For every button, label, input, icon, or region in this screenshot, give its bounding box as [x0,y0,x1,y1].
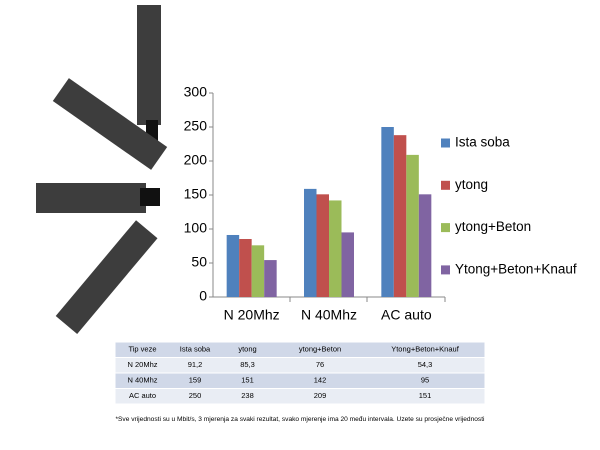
footnote: *Sve vrijednosti su u Mbit/s, 3 mjerenja… [115,416,485,423]
table-header-cell: Ista soba [180,345,211,354]
dongle [55,220,158,334]
bar [251,245,265,297]
x-tick-label: N 40Mhz [301,307,357,323]
bar [316,194,329,297]
table-cell: 95 [421,376,429,385]
table-row [114,388,486,405]
table-cell: 142 [314,376,327,385]
table-header-cell: ytong [238,345,256,354]
y-tick-label: 300 [184,84,208,100]
legend-label: ytong+Beton [455,219,531,234]
legend-label: Ytong+Beton+Knauf [455,261,577,276]
bar [239,238,252,297]
bar [393,135,407,297]
legend-swatch [441,265,450,275]
y-tick-label: 200 [184,152,208,168]
x-tick-label: AC auto [381,307,432,323]
table-cell: 159 [189,376,202,385]
y-tick-label: 0 [199,288,207,304]
table-cell: 54,3 [418,360,433,369]
dongle [36,183,146,213]
legend-label: Ista soba [455,135,510,150]
table-cell: N 20Mhz [127,360,157,369]
legend-swatch [441,138,450,148]
table-cell: AC auto [129,391,156,400]
legend-swatch [441,223,450,233]
table-cell: 238 [241,391,254,400]
photo-dongles [36,5,168,334]
y-tick-label: 50 [191,254,207,270]
legend-label: ytong [455,177,488,192]
table-cell: 151 [419,391,432,400]
x-tick-label: N 20Mhz [224,307,280,323]
table-cell: 91,2 [188,360,203,369]
table-cell: 250 [189,391,202,400]
bar [381,127,394,297]
table-header-cell: Ytong+Beton+Knauf [391,345,459,354]
bar [329,200,342,297]
table-cell: N 40Mhz [127,376,157,385]
table-header-cell: ytong+Beton [299,345,341,354]
bar [418,194,432,297]
dongle [137,5,161,125]
bar [304,188,317,297]
dongle [52,78,168,170]
table-header-cell: Tip veze [128,345,156,354]
legend-swatch [441,180,450,190]
y-tick-label: 100 [184,220,208,236]
bar [264,260,277,297]
table-cell: 85,3 [240,360,255,369]
bar [406,154,419,297]
dongle-plug [140,188,160,206]
table-cell: 76 [316,360,324,369]
y-tick-label: 150 [184,186,208,202]
bar [341,232,354,297]
y-tick-label: 250 [184,118,208,134]
bar [226,234,240,297]
table-cell: 209 [314,391,327,400]
table-row [114,372,486,389]
table-cell: 151 [241,376,254,385]
